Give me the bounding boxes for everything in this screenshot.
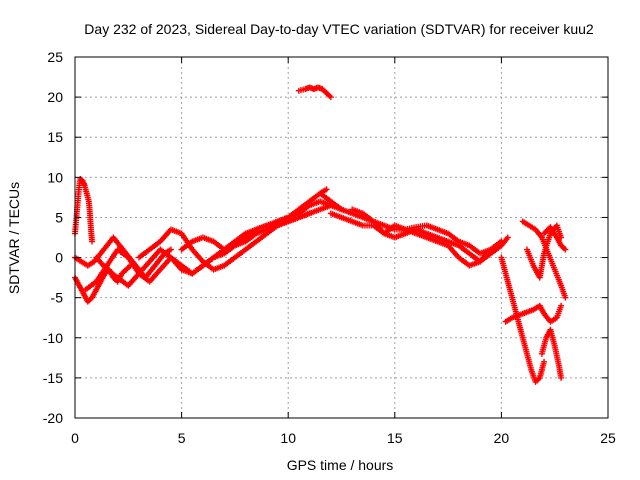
x-tick-label: 10 (280, 430, 296, 446)
data-point (562, 246, 569, 253)
data-point (89, 238, 96, 245)
y-tick-label: 20 (47, 89, 63, 105)
series-track-n (519, 218, 569, 301)
series-track-h (295, 84, 334, 101)
data-point (558, 302, 565, 309)
y-tick-label: 15 (47, 129, 63, 145)
y-tick-label: -5 (51, 290, 64, 306)
x-tick-labels: 0 5 10 15 20 25 (71, 430, 616, 446)
series-track-q (541, 224, 569, 253)
series-track-i (317, 190, 505, 257)
data-points (72, 84, 569, 385)
series-track-p (538, 326, 565, 381)
data-point (562, 294, 569, 301)
x-tick-label: 20 (494, 430, 510, 446)
y-tick-label: -10 (43, 330, 63, 346)
series-track-k (349, 206, 505, 269)
data-point (558, 374, 565, 381)
plot-frame (74, 56, 609, 419)
tick-marks (74, 56, 609, 419)
y-tick-label: 0 (55, 250, 63, 266)
y-axis-label: SDTVAR / TECUs (6, 182, 22, 294)
data-point (498, 238, 505, 245)
x-tick-label: 25 (600, 430, 616, 446)
x-tick-label: 15 (387, 430, 403, 446)
data-point (504, 234, 511, 241)
chart-title: Day 232 of 2023, Sidereal Day-to-day VTE… (84, 21, 594, 37)
y-tick-label: 25 (47, 49, 63, 65)
data-point (167, 246, 174, 253)
y-tick-label: -15 (43, 370, 63, 386)
y-tick-labels: -20 -15 -10 -5 0 5 10 15 20 25 (43, 49, 63, 426)
y-tick-label: 10 (47, 169, 63, 185)
series-track-g (178, 210, 313, 253)
series-track-m (502, 302, 565, 325)
y-tick-label: -20 (43, 410, 63, 426)
data-point (541, 358, 548, 365)
x-tick-label: 0 (71, 430, 79, 446)
x-tick-label: 5 (178, 430, 186, 446)
data-point (306, 210, 313, 217)
x-axis-label: GPS time / hours (287, 457, 394, 473)
data-point (323, 186, 330, 193)
data-point (327, 94, 334, 101)
y-tick-label: 5 (55, 209, 63, 225)
